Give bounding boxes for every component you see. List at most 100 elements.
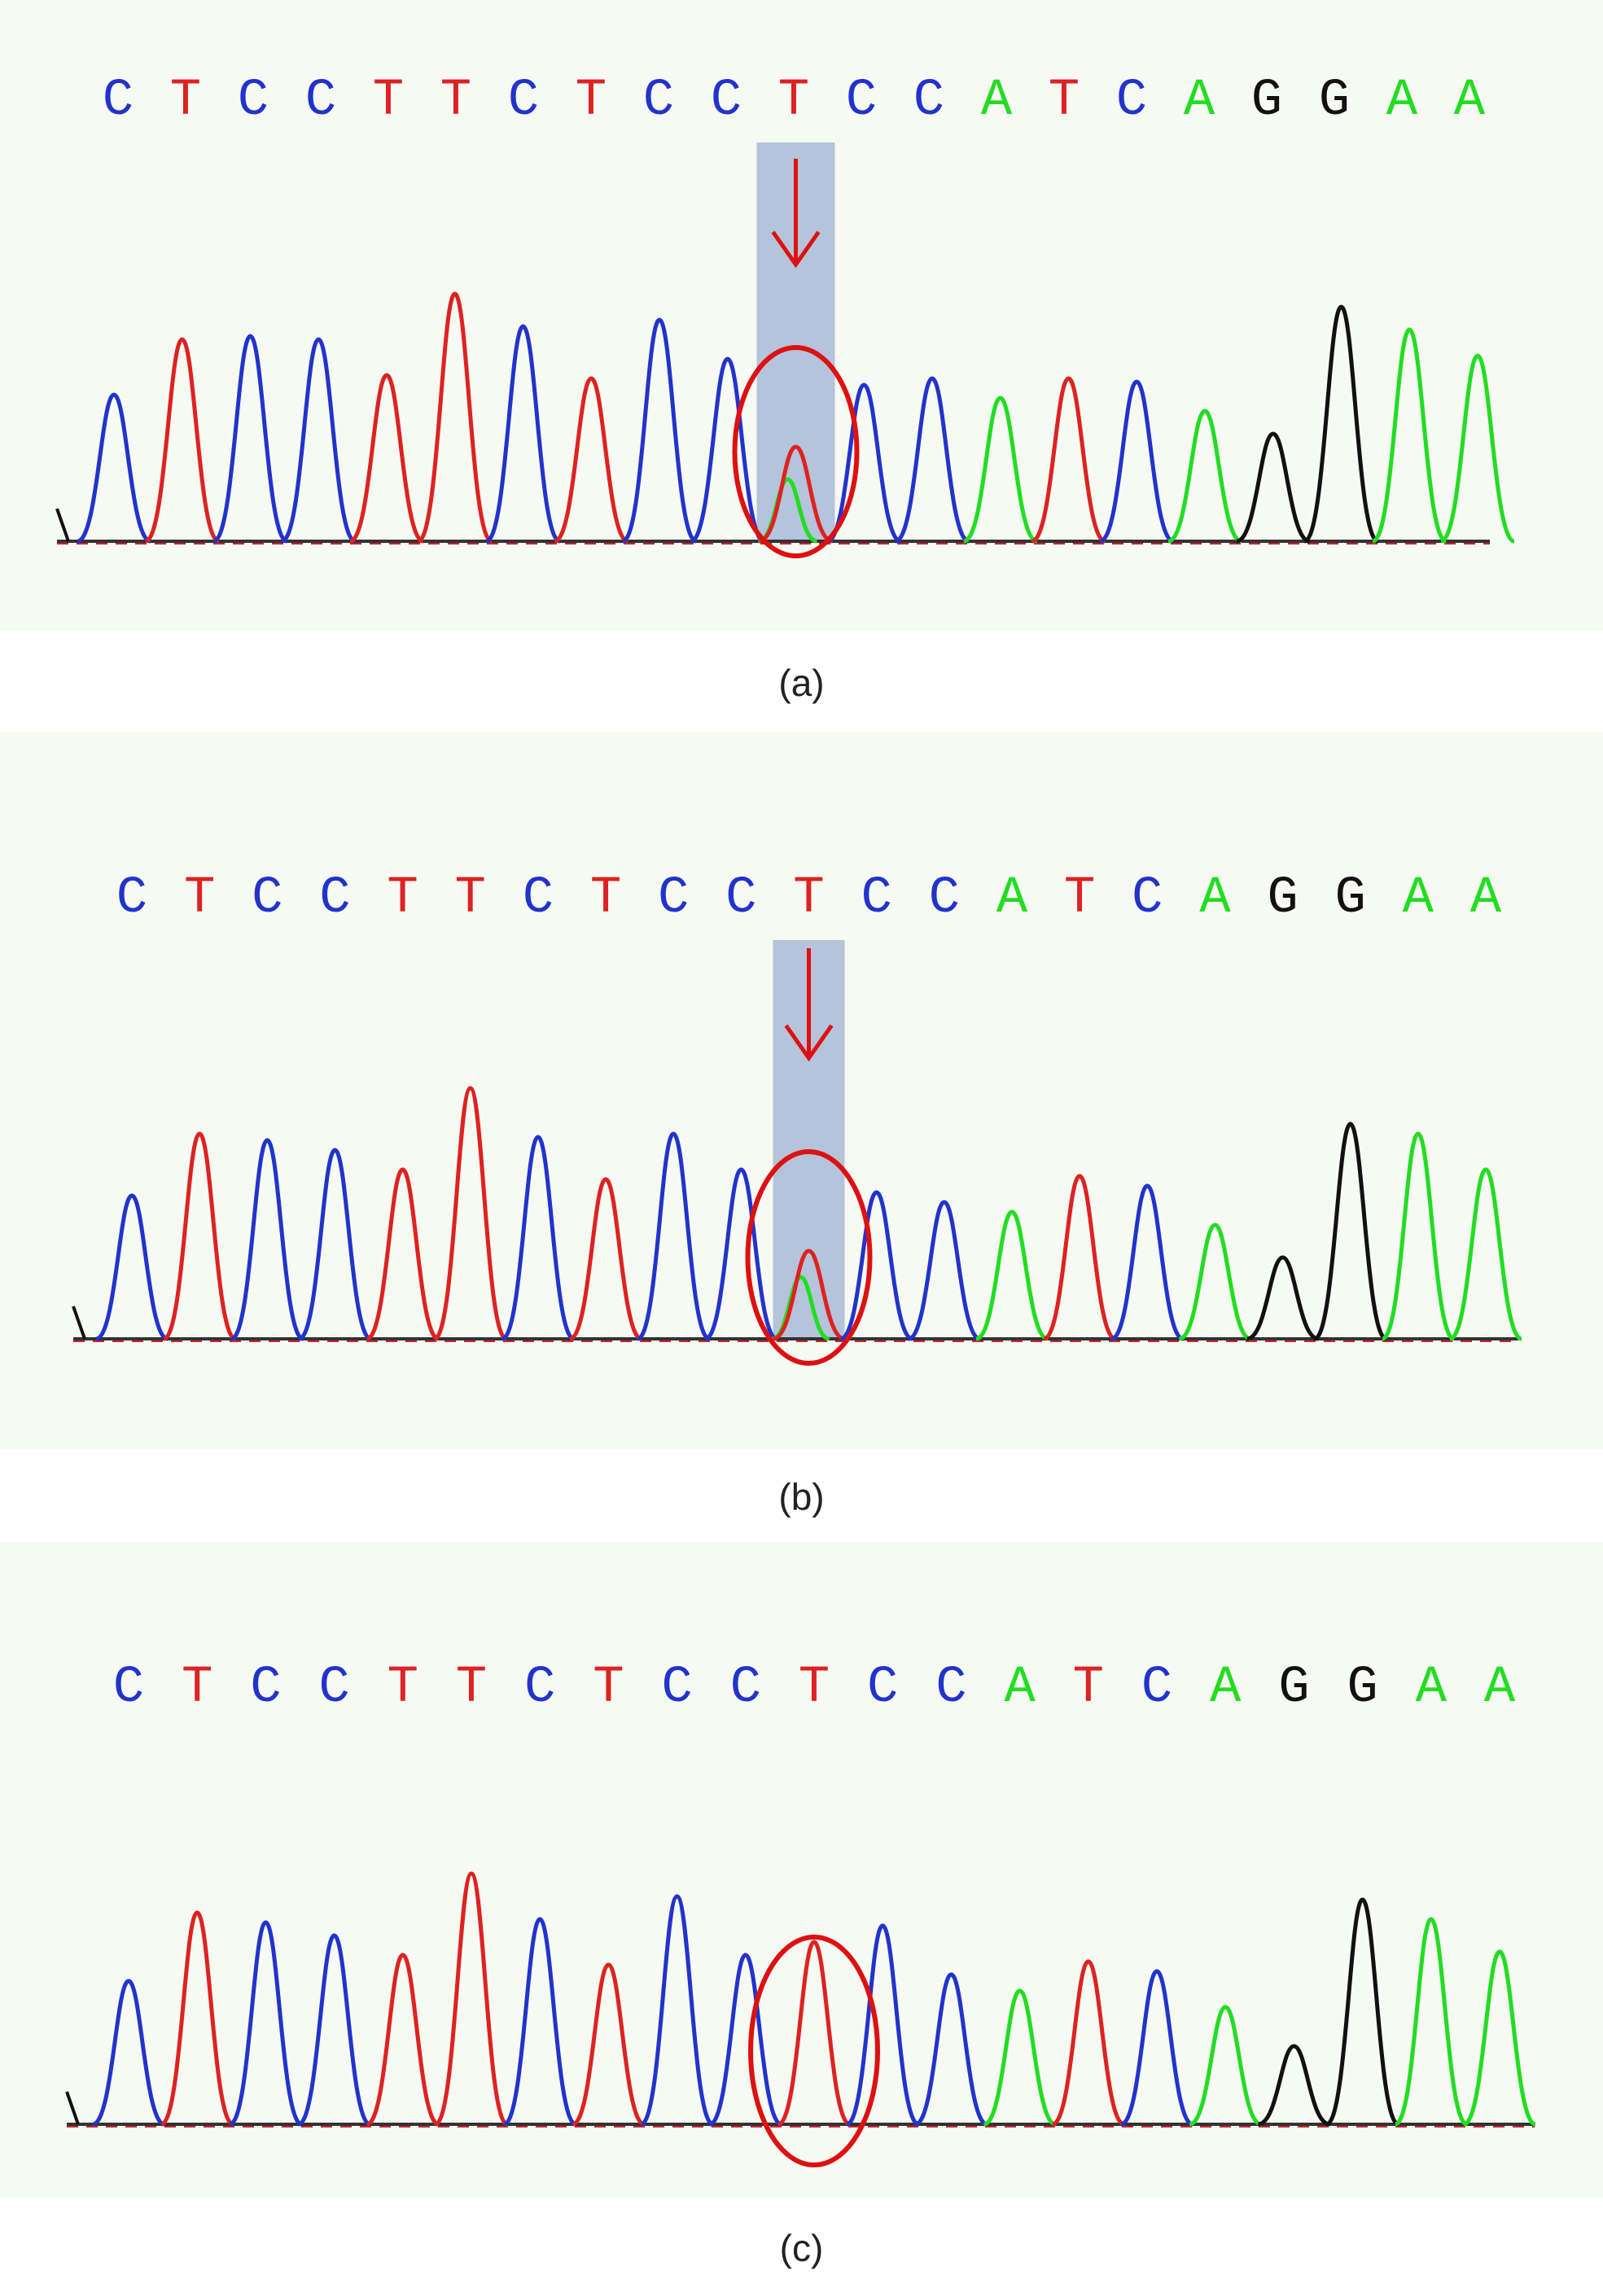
- base-call-A: A: [1386, 72, 1418, 130]
- base-call-A: A: [1184, 72, 1215, 130]
- base-call-C: C: [935, 1659, 966, 1717]
- peak-T: [366, 1953, 440, 2127]
- base-call-C: C: [1132, 869, 1163, 928]
- peak-G: [1235, 431, 1311, 544]
- base-call-C: C: [116, 869, 147, 928]
- base-call-C: C: [524, 1659, 555, 1717]
- base-call-A: A: [1199, 869, 1231, 928]
- base-call-G: G: [1347, 1659, 1377, 1717]
- peak-C: [1110, 1183, 1185, 1341]
- base-call-C: C: [929, 869, 960, 928]
- variant-circle: [732, 345, 860, 558]
- peak-T: [366, 1167, 440, 1341]
- peak-A: [983, 1988, 1057, 2127]
- peak-T: [758, 444, 834, 544]
- peak-C: [94, 1193, 169, 1341]
- peak-C: [502, 1917, 577, 2127]
- peak-C: [91, 1979, 166, 2127]
- peak-T: [144, 337, 220, 544]
- mutation-arrow-icon: [771, 159, 821, 269]
- peak-C: [907, 1200, 981, 1341]
- peak-C: [501, 1135, 576, 1341]
- peak-C: [621, 317, 698, 544]
- base-call-A: A: [981, 72, 1013, 130]
- base-call-T: T: [184, 869, 215, 928]
- base-call-T: T: [182, 1659, 212, 1717]
- peak-C: [76, 392, 152, 544]
- caption-c: (c): [779, 2227, 824, 2269]
- peak-T: [1051, 1959, 1125, 2127]
- base-call-C: C: [1141, 1659, 1172, 1717]
- base-call-A: A: [1470, 869, 1502, 928]
- base-call-C: C: [643, 72, 674, 130]
- base-call-G: G: [1251, 72, 1282, 130]
- base-call-T: T: [778, 72, 809, 130]
- peak-G: [1257, 2044, 1331, 2127]
- base-call-T: T: [793, 869, 824, 928]
- base-call-G: G: [1267, 869, 1298, 928]
- peak-C: [845, 1923, 920, 2127]
- base-call-T: T: [576, 72, 607, 130]
- peak-A: [1372, 327, 1448, 544]
- peak-T: [777, 1940, 852, 2127]
- base-call-C: C: [113, 1659, 144, 1717]
- peak-C: [1099, 379, 1175, 544]
- peak-G: [1325, 1897, 1399, 2127]
- peak-T: [417, 291, 493, 544]
- base-call-T: T: [1049, 72, 1080, 130]
- peak-C: [690, 356, 765, 544]
- base-call-T: T: [387, 869, 418, 928]
- peak-G: [1303, 304, 1379, 544]
- base-call-T: T: [1073, 1659, 1104, 1717]
- base-call-T: T: [593, 1659, 624, 1717]
- peak-C: [230, 1138, 304, 1341]
- peak-T: [1031, 376, 1106, 544]
- peak-T: [348, 373, 425, 544]
- peak-C: [839, 1190, 913, 1341]
- base-call-G: G: [1319, 72, 1350, 130]
- peak-A: [1448, 1167, 1523, 1341]
- peak-T: [433, 1086, 508, 1341]
- base-call-A: A: [1210, 1659, 1242, 1717]
- peak-C: [640, 1894, 714, 2127]
- peak-C: [1119, 1969, 1194, 2127]
- peak-C: [826, 383, 902, 544]
- peak-C: [298, 1148, 372, 1341]
- peak-A: [1189, 2005, 1263, 2127]
- peak-C: [281, 337, 357, 544]
- base-call-C: C: [861, 869, 891, 928]
- base-call-A: A: [1004, 1659, 1036, 1717]
- peak-C: [297, 1933, 371, 2127]
- peak-A: [1178, 1222, 1252, 1341]
- peak-C: [708, 1953, 782, 2127]
- peak-G: [1313, 1122, 1387, 1341]
- base-call-T: T: [1064, 869, 1095, 928]
- base-call-T: T: [799, 1659, 830, 1717]
- panel-c-background: [0, 1542, 1603, 2198]
- variant-circle: [745, 1149, 873, 1366]
- base-call-T: T: [388, 1659, 418, 1717]
- peak-T: [772, 1249, 846, 1341]
- peak-A: [1381, 1131, 1456, 1341]
- base-call-C: C: [1116, 72, 1147, 130]
- peak-C: [212, 334, 288, 544]
- peak-A: [1439, 353, 1516, 544]
- base-call-A: A: [1484, 1659, 1516, 1717]
- base-call-C: C: [730, 1659, 761, 1717]
- peak-A: [975, 1209, 1049, 1341]
- peak-T: [162, 1131, 237, 1341]
- base-call-C: C: [658, 869, 689, 928]
- base-call-T: T: [455, 869, 486, 928]
- base-call-C: C: [238, 72, 269, 130]
- peak-A: [1462, 1949, 1537, 2127]
- peak-T: [1043, 1174, 1117, 1341]
- peak-C: [229, 1920, 303, 2127]
- peak-C: [894, 376, 970, 544]
- base-call-C: C: [252, 869, 282, 928]
- base-call-G: G: [1334, 869, 1365, 928]
- base-call-A: A: [1454, 72, 1486, 130]
- peak-C: [636, 1131, 711, 1341]
- base-call-C: C: [523, 869, 554, 928]
